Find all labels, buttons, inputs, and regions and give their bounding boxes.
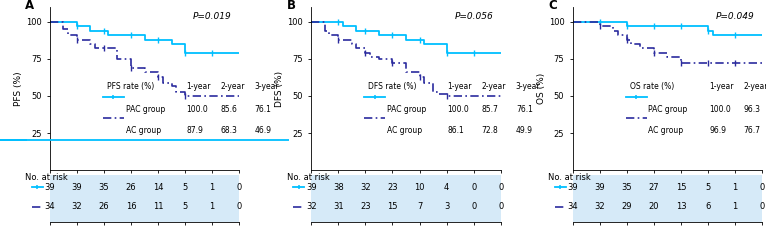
- Text: 85.6: 85.6: [221, 105, 237, 114]
- Text: 2-year: 2-year: [482, 82, 506, 91]
- Text: 0: 0: [471, 202, 476, 211]
- Text: A: A: [25, 0, 34, 12]
- Text: 3-year: 3-year: [254, 82, 279, 91]
- Text: 16: 16: [126, 202, 136, 211]
- Text: 0: 0: [237, 183, 242, 192]
- Text: 5: 5: [182, 183, 188, 192]
- Text: 31: 31: [333, 202, 344, 211]
- Text: 39: 39: [44, 183, 55, 192]
- Text: 38: 38: [333, 183, 344, 192]
- Text: 100.0: 100.0: [447, 105, 470, 114]
- Text: 7: 7: [417, 202, 422, 211]
- Text: P=0.056: P=0.056: [454, 12, 493, 21]
- Text: 35: 35: [621, 183, 632, 192]
- Text: No. at risk: No. at risk: [286, 173, 329, 182]
- Text: No. at risk: No. at risk: [25, 173, 68, 182]
- Text: 0: 0: [237, 202, 242, 211]
- Text: 76.1: 76.1: [254, 105, 271, 114]
- Text: 0: 0: [498, 183, 503, 192]
- Text: 27: 27: [649, 183, 660, 192]
- Text: 1: 1: [210, 183, 214, 192]
- Y-axis label: OS (%): OS (%): [537, 73, 546, 104]
- Text: 1: 1: [210, 202, 214, 211]
- Text: 2-year: 2-year: [743, 82, 766, 91]
- Text: 1: 1: [732, 183, 738, 192]
- Text: 32: 32: [306, 202, 316, 211]
- Text: B: B: [286, 0, 296, 12]
- Text: 10: 10: [414, 183, 425, 192]
- Text: DFS rate (%): DFS rate (%): [368, 82, 417, 91]
- Text: 26: 26: [126, 183, 136, 192]
- Text: 34: 34: [568, 202, 578, 211]
- Text: 49.9: 49.9: [516, 126, 533, 135]
- Text: PAC group: PAC group: [649, 105, 688, 114]
- Text: 39: 39: [594, 183, 605, 192]
- Text: 96.9: 96.9: [709, 126, 726, 135]
- Text: 6: 6: [705, 202, 711, 211]
- Text: 0: 0: [471, 183, 476, 192]
- Text: PAC group: PAC group: [387, 105, 427, 114]
- Text: 3-year: 3-year: [516, 82, 541, 91]
- Text: 14: 14: [152, 183, 163, 192]
- Text: 13: 13: [676, 202, 686, 211]
- Text: 76.7: 76.7: [743, 126, 760, 135]
- Text: 1-year: 1-year: [186, 82, 211, 91]
- Text: 1-year: 1-year: [447, 82, 472, 91]
- Text: 100.0: 100.0: [186, 105, 208, 114]
- Text: 5: 5: [705, 183, 711, 192]
- Text: 68.3: 68.3: [221, 126, 237, 135]
- Text: AC group: AC group: [649, 126, 683, 135]
- Text: 2-year: 2-year: [221, 82, 245, 91]
- Text: AC group: AC group: [126, 126, 161, 135]
- Text: PFS rate (%): PFS rate (%): [106, 82, 154, 91]
- Text: AC group: AC group: [387, 126, 422, 135]
- Text: 23: 23: [360, 202, 371, 211]
- Text: 34: 34: [44, 202, 55, 211]
- Text: 1: 1: [732, 202, 738, 211]
- Text: PAC group: PAC group: [126, 105, 165, 114]
- Text: 76.1: 76.1: [516, 105, 532, 114]
- Text: 87.9: 87.9: [186, 126, 203, 135]
- Text: 23: 23: [387, 183, 398, 192]
- Y-axis label: DFS (%): DFS (%): [276, 71, 284, 107]
- Text: 15: 15: [387, 202, 398, 211]
- Text: 72.8: 72.8: [482, 126, 499, 135]
- Text: 4: 4: [444, 183, 449, 192]
- Text: 20: 20: [649, 202, 660, 211]
- Text: P=0.049: P=0.049: [716, 12, 755, 21]
- Text: 39: 39: [568, 183, 578, 192]
- Text: 5: 5: [182, 202, 188, 211]
- Text: 39: 39: [71, 183, 82, 192]
- Text: OS rate (%): OS rate (%): [630, 82, 674, 91]
- Text: 32: 32: [71, 202, 82, 211]
- Text: 0: 0: [498, 202, 503, 211]
- Text: 1-year: 1-year: [709, 82, 734, 91]
- Text: 3: 3: [444, 202, 450, 211]
- Y-axis label: PFS (%): PFS (%): [14, 71, 23, 106]
- Text: P=0.019: P=0.019: [193, 12, 231, 21]
- Text: 15: 15: [676, 183, 686, 192]
- Text: 29: 29: [621, 202, 632, 211]
- Text: 100.0: 100.0: [709, 105, 731, 114]
- Text: C: C: [548, 0, 557, 12]
- Text: 0: 0: [760, 183, 764, 192]
- Text: 11: 11: [152, 202, 163, 211]
- Text: 86.1: 86.1: [447, 126, 464, 135]
- Text: No. at risk: No. at risk: [548, 173, 591, 182]
- Text: 46.9: 46.9: [254, 126, 271, 135]
- Text: 39: 39: [306, 183, 316, 192]
- Text: 32: 32: [594, 202, 605, 211]
- Text: 32: 32: [360, 183, 371, 192]
- Text: 85.7: 85.7: [482, 105, 499, 114]
- Text: 96.3: 96.3: [743, 105, 760, 114]
- Text: 26: 26: [99, 202, 110, 211]
- Text: 0: 0: [760, 202, 764, 211]
- Text: 35: 35: [99, 183, 110, 192]
